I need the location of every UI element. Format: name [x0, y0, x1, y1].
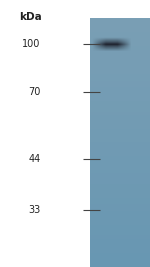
Text: 44: 44 [28, 154, 40, 164]
Text: 70: 70 [28, 87, 40, 97]
Text: kDa: kDa [19, 12, 42, 22]
Text: 33: 33 [28, 205, 40, 215]
Text: 100: 100 [22, 39, 40, 49]
